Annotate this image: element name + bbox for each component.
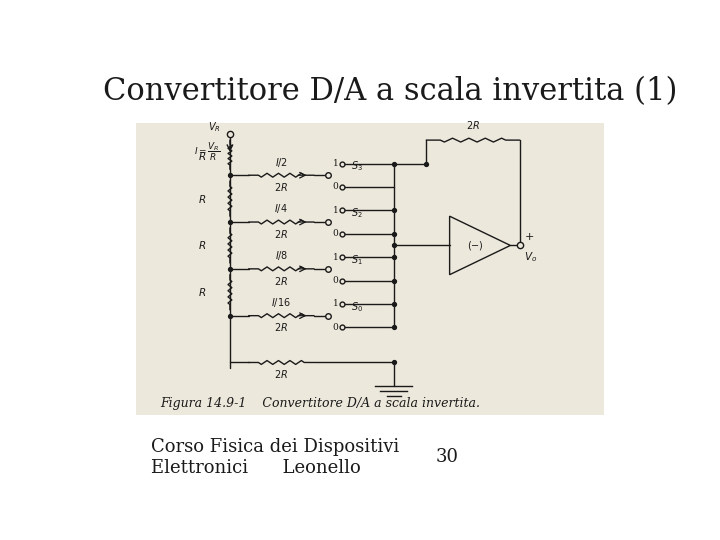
Text: $2R$: $2R$ bbox=[274, 321, 289, 333]
Text: $V_R$: $V_R$ bbox=[208, 120, 220, 134]
Text: 0: 0 bbox=[333, 276, 338, 285]
Text: $I/4$: $I/4$ bbox=[274, 202, 288, 215]
Text: Corso Fisica dei Dispositivi
Elettronici      Leonello: Corso Fisica dei Dispositivi Elettronici… bbox=[150, 438, 399, 477]
Text: $S_2$: $S_2$ bbox=[351, 206, 363, 220]
Text: 1: 1 bbox=[333, 159, 338, 168]
Text: 1: 1 bbox=[333, 253, 338, 262]
Text: $S_1$: $S_1$ bbox=[351, 253, 364, 267]
Text: 0: 0 bbox=[333, 183, 338, 191]
Text: Figura 14.9-1    Convertitore D/A a scala invertita.: Figura 14.9-1 Convertitore D/A a scala i… bbox=[160, 397, 480, 410]
Text: $V_o$: $V_o$ bbox=[524, 250, 538, 264]
Text: $2R$: $2R$ bbox=[274, 368, 289, 380]
Text: $I/16$: $I/16$ bbox=[271, 296, 292, 309]
Text: 30: 30 bbox=[436, 449, 459, 467]
Text: Convertitore D/A a scala invertita (1): Convertitore D/A a scala invertita (1) bbox=[104, 76, 678, 107]
Text: $R$: $R$ bbox=[198, 286, 207, 298]
Text: $(-)$: $(-)$ bbox=[467, 239, 484, 252]
Text: $R$: $R$ bbox=[198, 193, 207, 205]
Text: $I/8$: $I/8$ bbox=[275, 249, 288, 262]
Text: 0: 0 bbox=[333, 230, 338, 238]
Text: $2R$: $2R$ bbox=[274, 181, 289, 193]
Text: 1: 1 bbox=[333, 206, 338, 215]
Text: $S_3$: $S_3$ bbox=[351, 159, 364, 173]
Text: $2R$: $2R$ bbox=[274, 274, 289, 287]
Text: $S_0$: $S_0$ bbox=[351, 300, 364, 314]
Text: 1: 1 bbox=[333, 300, 338, 308]
Bar bbox=[137, 123, 604, 415]
Text: $R$: $R$ bbox=[198, 239, 207, 252]
Text: $2R$: $2R$ bbox=[466, 119, 480, 131]
Text: $2R$: $2R$ bbox=[274, 228, 289, 240]
Text: $I/2$: $I/2$ bbox=[275, 156, 288, 168]
Text: $+$: $+$ bbox=[524, 231, 534, 242]
Text: 0: 0 bbox=[333, 323, 338, 332]
Text: $I = \dfrac{V_R}{R}$: $I = \dfrac{V_R}{R}$ bbox=[194, 140, 220, 163]
Text: $R$: $R$ bbox=[198, 150, 207, 162]
